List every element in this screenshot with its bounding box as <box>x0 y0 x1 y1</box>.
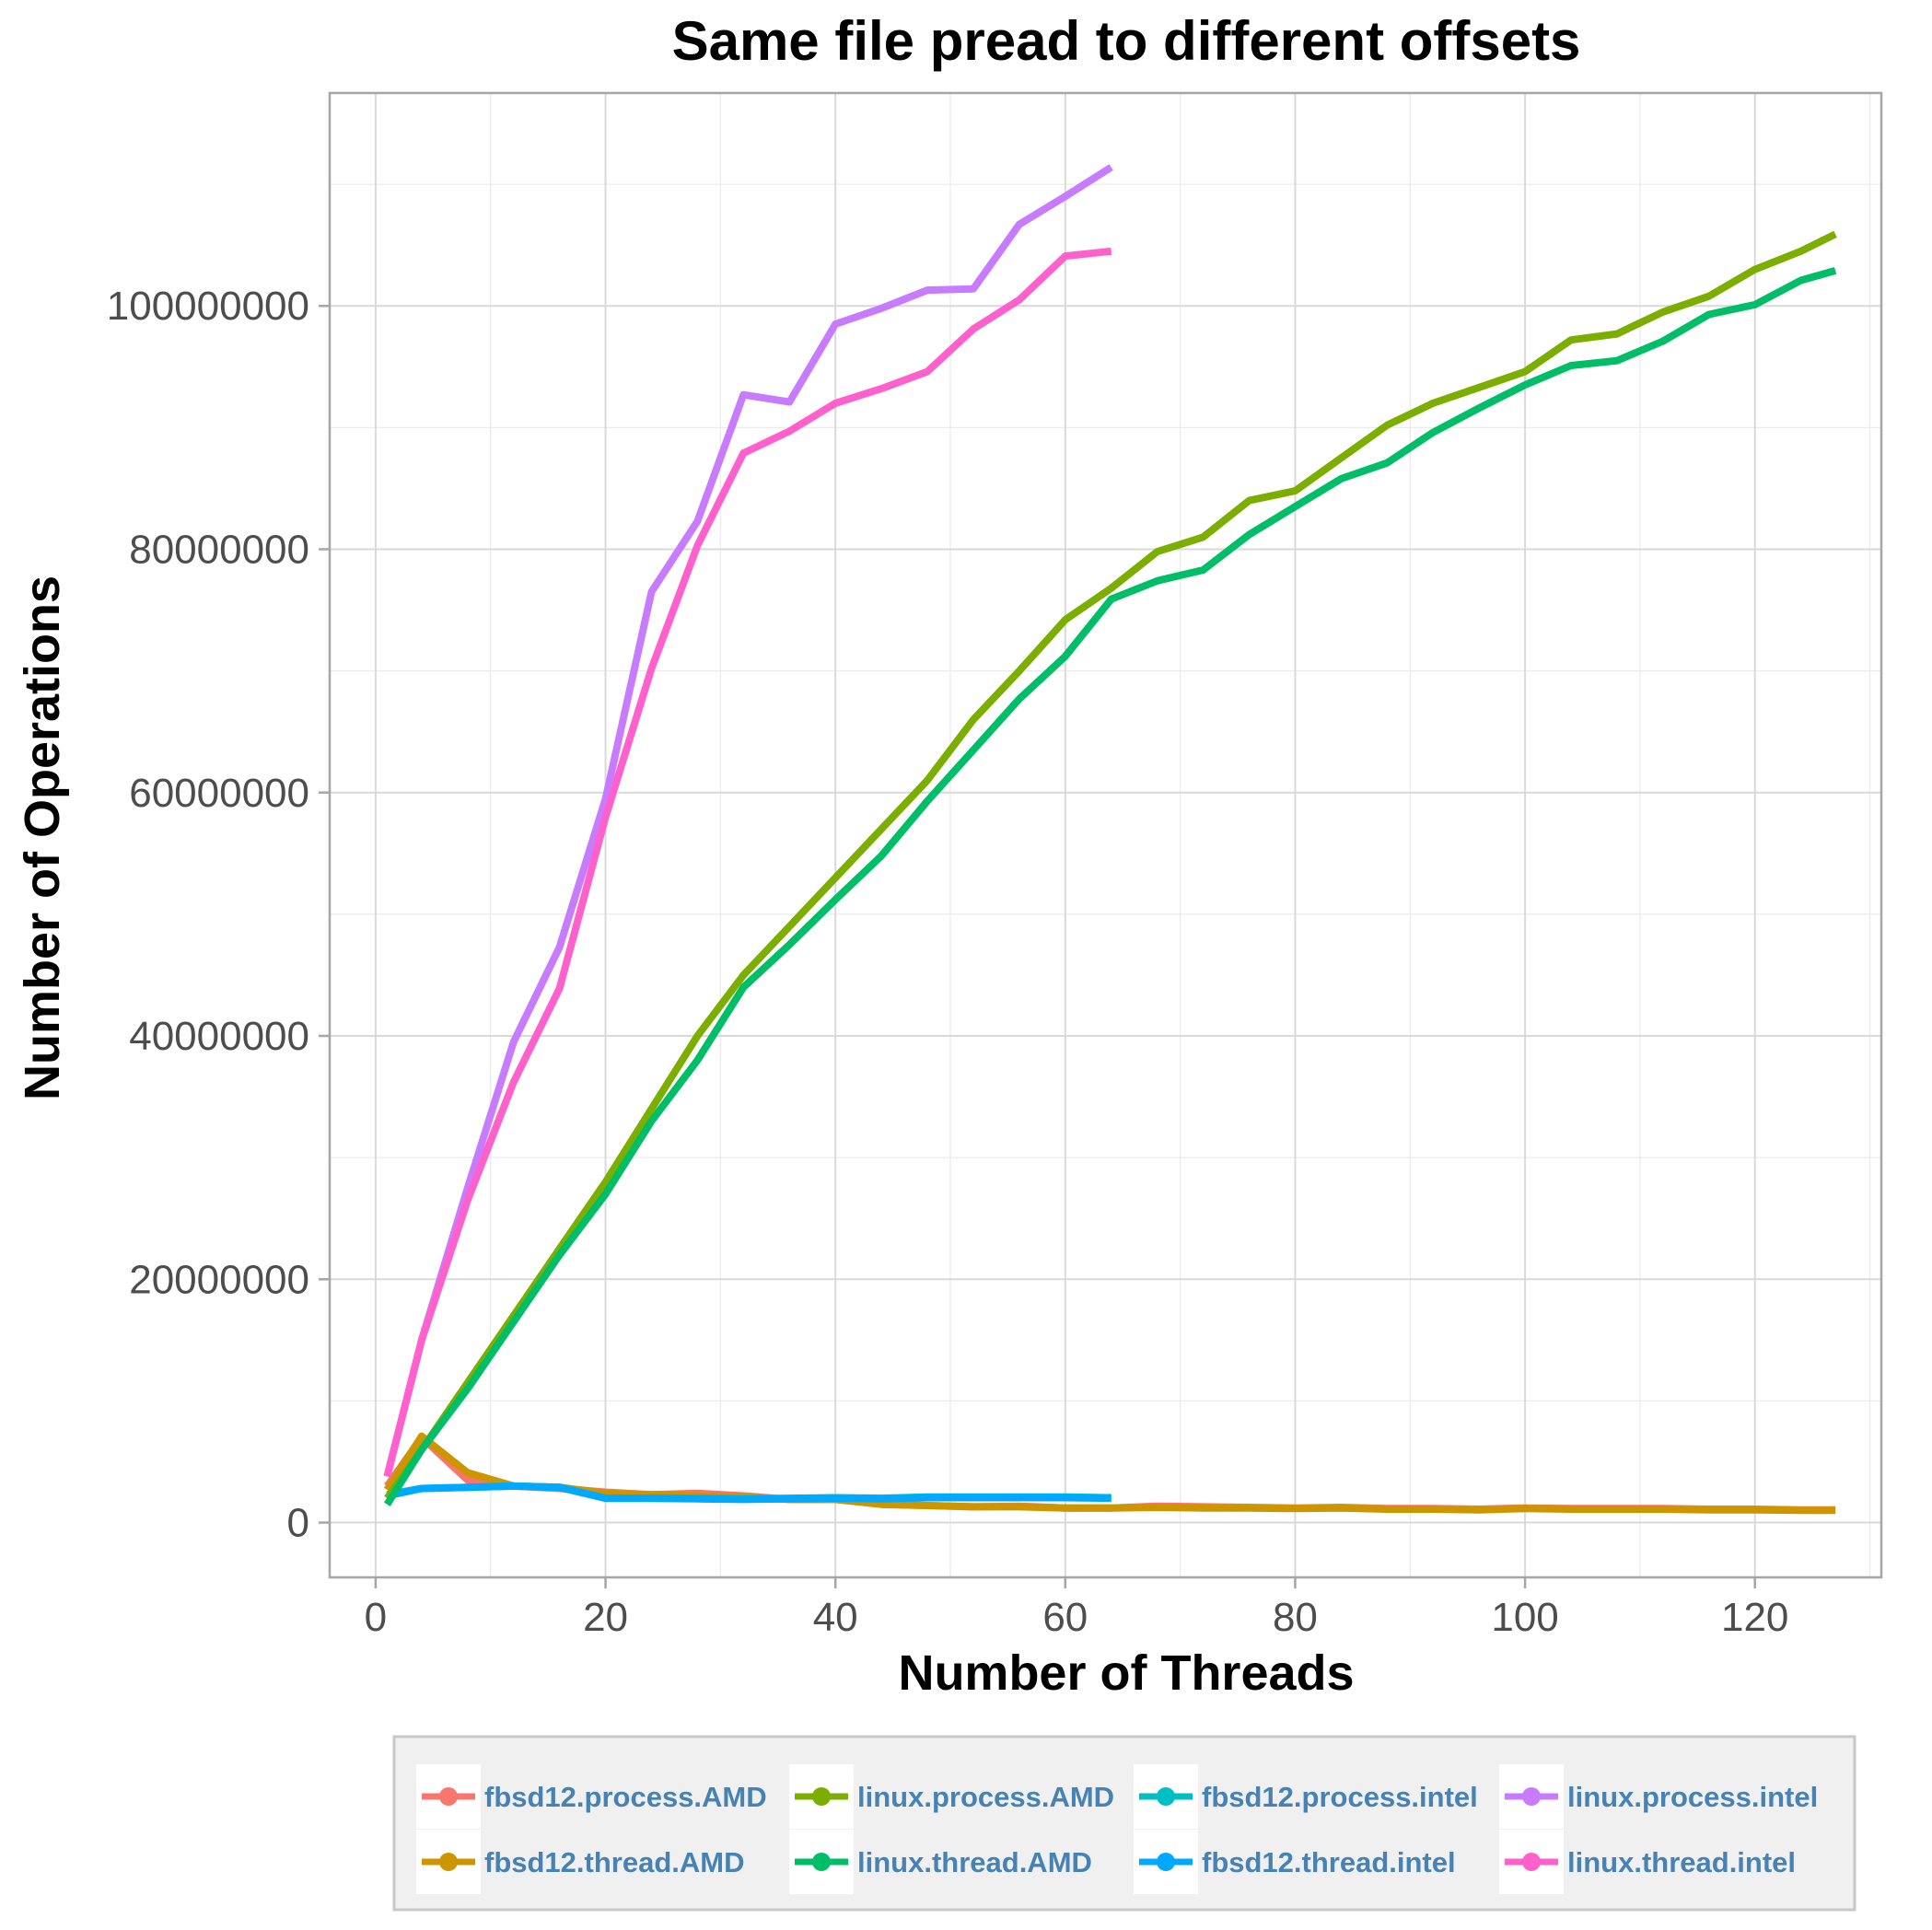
legend-key-point <box>812 1853 831 1871</box>
y-tick-label: 60000000 <box>129 771 309 816</box>
legend-entry-label: fbsd12.process.intel <box>1202 1781 1478 1813</box>
legend-entry-label: fbsd12.thread.intel <box>1202 1846 1456 1878</box>
series-line-fbsd12-thread-intel <box>386 1482 1111 1504</box>
legend-entry-label: fbsd12.process.AMD <box>484 1781 767 1813</box>
x-tick-label: 40 <box>813 1595 858 1640</box>
series-line-linux-process-AMD <box>384 230 1837 1501</box>
axes: 0 20 40 60 80 100 120 0 20000000 40000000 60000000… <box>107 284 1789 1640</box>
legend-key-point <box>1157 1787 1175 1806</box>
plot-panel-border <box>328 91 1883 1579</box>
legend-entry-label: linux.thread.intel <box>1567 1846 1796 1878</box>
legend-key-point <box>1522 1853 1541 1871</box>
legend-entry-label: linux.process.intel <box>1567 1781 1818 1813</box>
legend-key-point <box>1522 1787 1541 1806</box>
legend-entry-label: linux.thread.AMD <box>857 1846 1092 1878</box>
series-line-fbsd12-thread-AMD <box>384 1432 1836 1515</box>
series-line-linux-process-intel <box>383 164 1113 1478</box>
x-axis-title: Number of Threads <box>898 1645 1354 1701</box>
chart-title: Same file pread to different offsets <box>672 10 1581 72</box>
legend-entry-label: linux.process.AMD <box>857 1781 1114 1813</box>
x-tick-label: 0 <box>365 1595 387 1640</box>
legend-key-point <box>1157 1853 1175 1871</box>
legend: fbsd12.process.AMD linux.process.AMD fbsd1… <box>392 1735 1856 1912</box>
grid <box>330 93 1881 1577</box>
y-tick-label: 20000000 <box>129 1257 309 1302</box>
legend-box <box>392 1735 1856 1912</box>
x-tick-label: 20 <box>583 1595 628 1640</box>
series-line-linux-thread-AMD <box>384 267 1837 1506</box>
legend-key-point <box>812 1787 831 1806</box>
series-line-linux-thread-intel <box>383 247 1112 1478</box>
y-tick-label: 0 <box>287 1501 309 1546</box>
x-tick-label: 80 <box>1273 1595 1318 1640</box>
y-tick-label: 80000000 <box>129 527 309 572</box>
legend-key-point <box>439 1853 458 1871</box>
y-tick-label: 40000000 <box>129 1014 309 1059</box>
legend-key-point <box>439 1787 458 1806</box>
y-axis-title: Number of Operations <box>15 576 70 1100</box>
legend-entry-label: fbsd12.thread.AMD <box>484 1846 744 1878</box>
x-tick-label: 60 <box>1042 1595 1088 1640</box>
x-tick-label: 100 <box>1491 1595 1558 1640</box>
x-tick-label: 120 <box>1721 1595 1788 1640</box>
series-lines <box>383 164 1837 1515</box>
y-tick-label: 100000000 <box>107 284 309 329</box>
